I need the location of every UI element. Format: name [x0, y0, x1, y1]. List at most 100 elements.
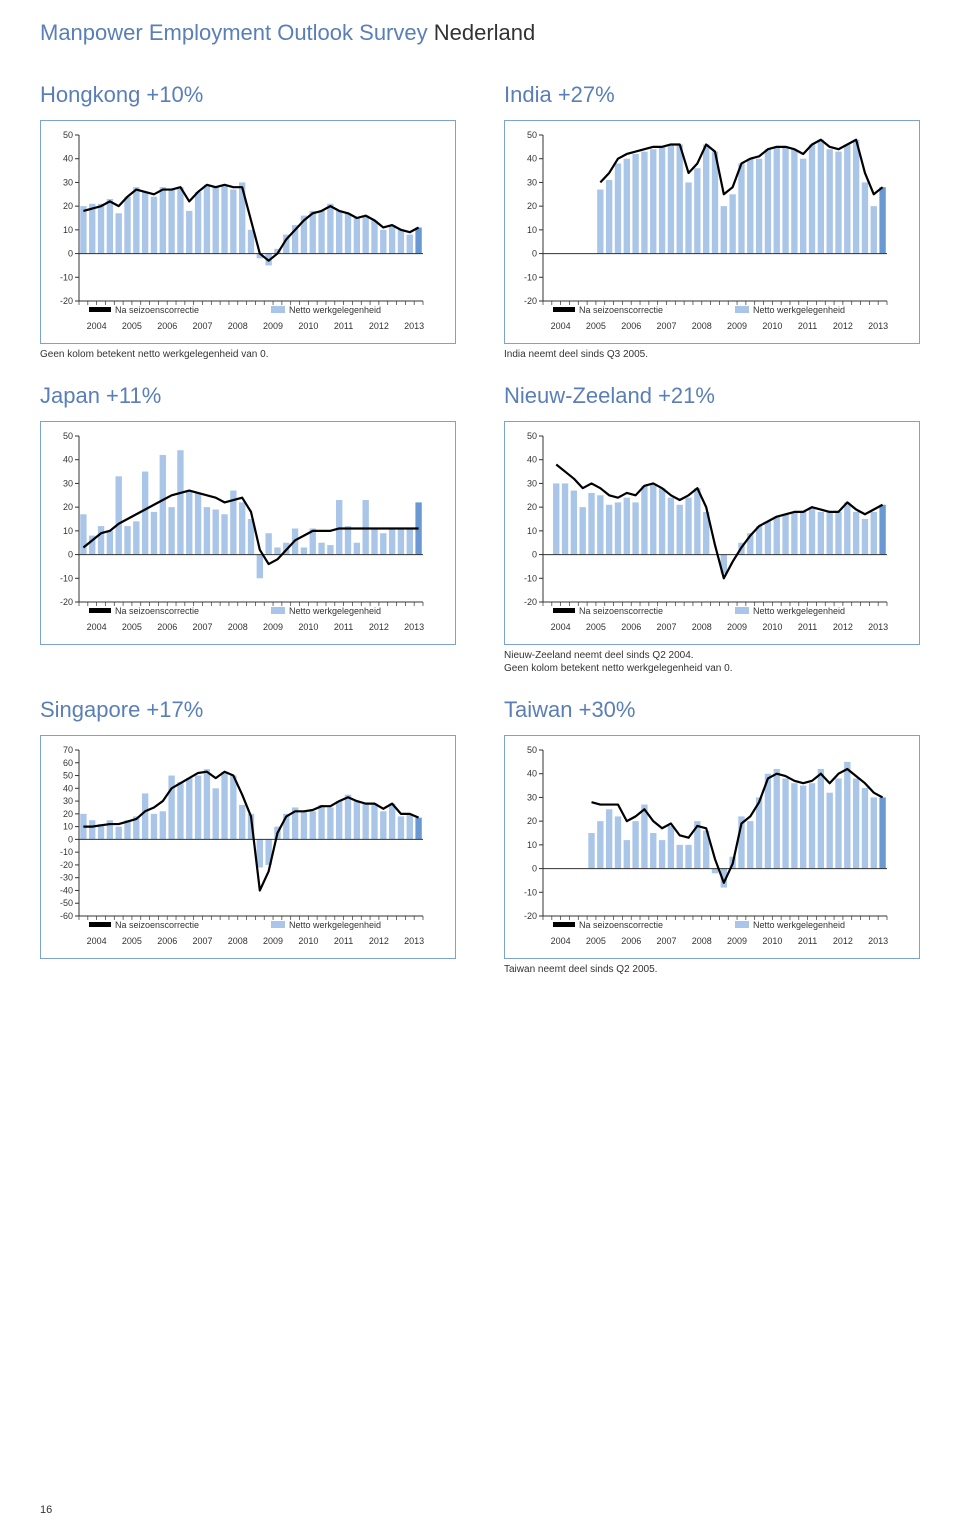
- svg-text:50: 50: [527, 745, 537, 755]
- svg-text:2011: 2011: [798, 622, 817, 632]
- svg-text:-20: -20: [60, 597, 73, 607]
- svg-text:0: 0: [532, 249, 537, 259]
- svg-text:Netto werkgelegenheid: Netto werkgelegenheid: [753, 305, 845, 315]
- svg-text:10: 10: [527, 840, 537, 850]
- svg-text:2012: 2012: [369, 622, 389, 632]
- svg-text:2013: 2013: [404, 622, 424, 632]
- chart-box: -20-100102030405020042005200620072008200…: [40, 120, 456, 344]
- svg-text:0: 0: [68, 834, 73, 844]
- svg-text:30: 30: [527, 478, 537, 488]
- svg-text:Netto werkgelegenheid: Netto werkgelegenheid: [289, 305, 381, 315]
- svg-text:2004: 2004: [87, 321, 107, 331]
- svg-text:-50: -50: [60, 898, 73, 908]
- svg-text:2005: 2005: [122, 936, 142, 946]
- chart-svg: -20-100102030405020042005200620072008200…: [513, 129, 893, 339]
- chart-box: -20-100102030405020042005200620072008200…: [40, 421, 456, 645]
- svg-text:-10: -10: [60, 573, 73, 583]
- chart-grid: Hongkong +10% -20 -10 0 10 20 30 40 50 2004 2005 20…: [40, 82, 920, 982]
- chart-svg: -60-50-40-30-20-100102030405060702004200…: [49, 744, 429, 954]
- chart-cell: Taiwan +30%-20-1001020304050200420052006…: [504, 697, 920, 982]
- svg-text:-20: -20: [60, 296, 73, 306]
- chart-title: Taiwan +30%: [504, 697, 920, 723]
- svg-text:-20: -20: [524, 597, 537, 607]
- svg-text:20: 20: [63, 502, 73, 512]
- svg-text:2005: 2005: [122, 622, 142, 632]
- svg-text:2006: 2006: [621, 936, 641, 946]
- svg-text:0: 0: [68, 550, 73, 560]
- svg-text:2012: 2012: [369, 936, 389, 946]
- svg-text:2004: 2004: [551, 321, 571, 331]
- chart-svg: -20-100102030405020042005200620072008200…: [49, 129, 429, 339]
- chart-cell: Nieuw-Zeeland +21%-20-100102030405020042…: [504, 383, 920, 681]
- svg-text:-30: -30: [60, 873, 73, 883]
- svg-text:50: 50: [63, 431, 73, 441]
- svg-text:70: 70: [63, 745, 73, 755]
- svg-text:2006: 2006: [621, 622, 641, 632]
- svg-text:2007: 2007: [192, 622, 212, 632]
- svg-text:2008: 2008: [692, 622, 712, 632]
- svg-text:2012: 2012: [833, 622, 853, 632]
- svg-text:20: 20: [63, 201, 73, 211]
- svg-text:2010: 2010: [298, 936, 318, 946]
- svg-text:2007: 2007: [192, 321, 212, 331]
- svg-text:2008: 2008: [228, 321, 248, 331]
- svg-text:2011: 2011: [334, 321, 353, 331]
- svg-text:-20: -20: [524, 911, 537, 921]
- svg-text:40: 40: [63, 154, 73, 164]
- svg-text:2011: 2011: [334, 622, 353, 632]
- svg-text:-10: -10: [60, 847, 73, 857]
- svg-text:2005: 2005: [586, 321, 606, 331]
- svg-text:2013: 2013: [868, 936, 888, 946]
- svg-text:2007: 2007: [656, 622, 676, 632]
- svg-text:40: 40: [527, 769, 537, 779]
- chart-title: Singapore +17%: [40, 697, 456, 723]
- svg-text:Netto werkgelegenheid: Netto werkgelegenheid: [289, 920, 381, 930]
- svg-text:2013: 2013: [404, 936, 424, 946]
- svg-text:2010: 2010: [298, 321, 318, 331]
- svg-text:Netto werkgelegenheid: Netto werkgelegenheid: [289, 606, 381, 616]
- svg-text:2004: 2004: [551, 622, 571, 632]
- svg-text:2010: 2010: [298, 622, 318, 632]
- svg-text:0: 0: [532, 550, 537, 560]
- chart-cell: India +27%-20-10010203040502004200520062…: [504, 82, 920, 367]
- svg-text:2010: 2010: [762, 622, 782, 632]
- svg-text:2011: 2011: [798, 321, 817, 331]
- svg-text:20: 20: [527, 201, 537, 211]
- svg-text:40: 40: [527, 154, 537, 164]
- svg-text:20: 20: [527, 816, 537, 826]
- svg-text:0: 0: [68, 249, 73, 259]
- chart-svg: -20-100102030405020042005200620072008200…: [513, 430, 893, 640]
- chart-box: -60-50-40-30-20-100102030405060702004200…: [40, 735, 456, 959]
- svg-text:Na seizoenscorrectie: Na seizoenscorrectie: [579, 305, 663, 315]
- chart-title: Hongkong +10%: [40, 82, 456, 108]
- svg-text:2012: 2012: [833, 321, 853, 331]
- chart-title: Japan +11%: [40, 383, 456, 409]
- chart-cell: Hongkong +10%-20-10010203040502004200520…: [40, 82, 456, 367]
- svg-text:Na seizoenscorrectie: Na seizoenscorrectie: [115, 920, 199, 930]
- svg-text:2009: 2009: [727, 321, 747, 331]
- svg-text:10: 10: [63, 822, 73, 832]
- svg-text:20: 20: [527, 502, 537, 512]
- svg-text:2009: 2009: [263, 936, 283, 946]
- svg-text:30: 30: [63, 177, 73, 187]
- svg-text:10: 10: [63, 526, 73, 536]
- chart-box: -20-100102030405020042005200620072008200…: [504, 735, 920, 959]
- svg-text:Na seizoenscorrectie: Na seizoenscorrectie: [579, 920, 663, 930]
- svg-text:2008: 2008: [228, 622, 248, 632]
- svg-text:0: 0: [532, 864, 537, 874]
- svg-text:2007: 2007: [656, 321, 676, 331]
- chart-box: -20-100102030405020042005200620072008200…: [504, 120, 920, 344]
- svg-text:2008: 2008: [692, 321, 712, 331]
- svg-text:-20: -20: [524, 296, 537, 306]
- svg-text:2006: 2006: [157, 622, 177, 632]
- svg-text:2004: 2004: [87, 622, 107, 632]
- svg-text:-10: -10: [524, 887, 537, 897]
- svg-text:2006: 2006: [621, 321, 641, 331]
- svg-text:2009: 2009: [263, 321, 283, 331]
- svg-text:2013: 2013: [868, 622, 888, 632]
- svg-text:2012: 2012: [833, 936, 853, 946]
- svg-text:2012: 2012: [369, 321, 389, 331]
- svg-text:30: 30: [527, 177, 537, 187]
- chart-note: Taiwan neemt deel sinds Q2 2005.: [504, 963, 920, 976]
- svg-text:10: 10: [527, 225, 537, 235]
